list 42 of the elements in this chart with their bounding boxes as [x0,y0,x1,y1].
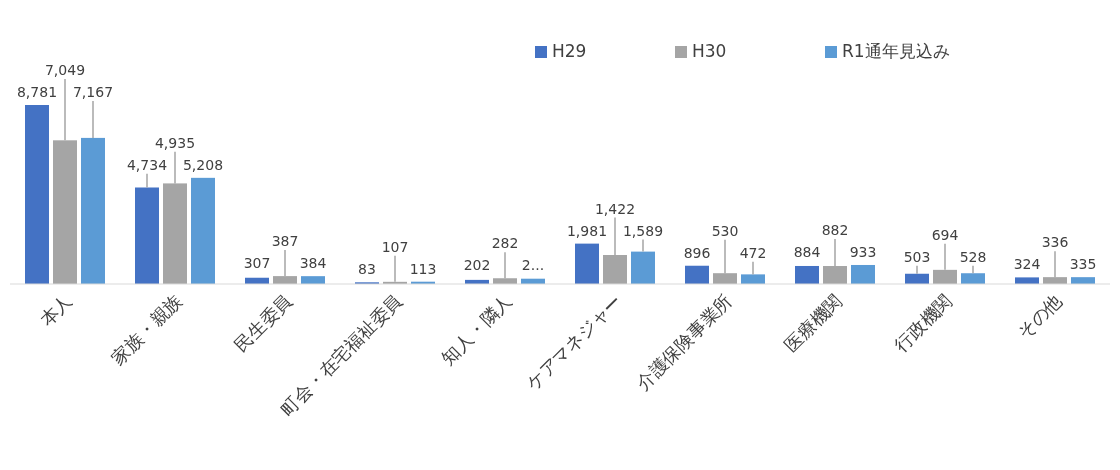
legend-label: R1通年見込み [842,41,950,61]
data-label: 933 [849,243,877,260]
data-label: 1,422 [594,200,636,217]
x-tick-label: 医療機関 [780,289,846,356]
x-tick-label: 民生委員 [230,289,296,356]
data-label: 882 [821,221,849,238]
data-label: 335 [1069,256,1097,273]
data-label: 324 [1013,256,1041,273]
data-label: 694 [931,226,959,243]
data-label: 7,049 [44,62,86,78]
legend-label: H30 [692,41,727,61]
data-label: 384 [299,255,327,272]
data-label: 503 [903,248,931,265]
x-tick-label: 本人 [35,289,76,331]
data-label: 884 [793,243,821,260]
data-label: 7,167 [72,84,114,100]
data-label: 282 [491,235,519,252]
data-label: 83 [358,260,376,277]
data-label: 387 [271,233,299,250]
x-tick-label: 家族・親族 [107,289,186,369]
data-label: 336 [1041,234,1069,251]
data-label: 107 [381,238,409,255]
legend-label: H29 [552,41,587,61]
data-label: 4,734 [126,156,168,173]
x-tick-label: 知人・隣人 [437,289,516,369]
x-tick-label: 行政機関 [890,289,956,356]
data-label: 2... [521,257,545,274]
data-label: 1,589 [622,222,664,239]
x-tick-label: その他 [1012,289,1066,344]
data-label: 4,935 [154,134,196,151]
data-label: 1,981 [566,222,608,239]
x-tick-label: 介護保険事業所 [631,289,736,394]
data-label: 8,781 [16,84,58,100]
data-label: 896 [683,244,711,261]
data-label: 472 [739,244,767,261]
data-label: 113 [409,260,437,277]
data-label: 530 [711,222,739,239]
x-tick-label: ケアマネジャー [521,289,626,394]
data-label: 202 [463,257,491,274]
data-label: 5,208 [182,156,224,173]
data-label: 307 [243,255,271,272]
data-label: 528 [959,248,987,265]
